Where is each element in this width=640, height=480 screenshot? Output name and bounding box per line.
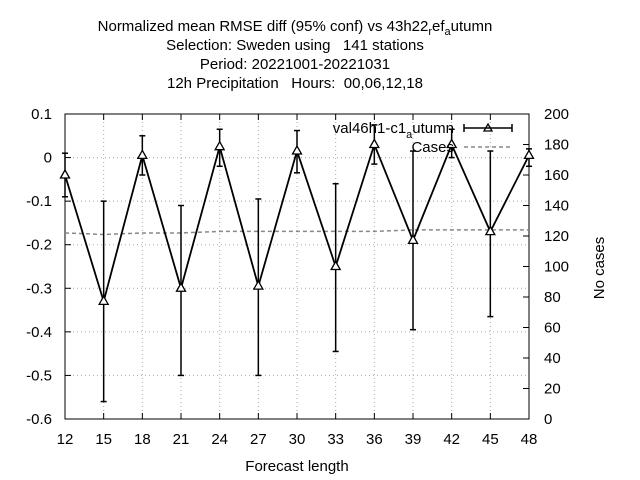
data-point-marker (98, 295, 110, 306)
y2-tick-label: 100 (544, 259, 569, 276)
y2-tick-label: 200 (544, 106, 569, 123)
y-tick-label: -0.3 (26, 280, 52, 297)
legend: val46h1-c1autumn Cases (333, 120, 513, 156)
x-tick-label: 42 (443, 431, 460, 448)
y-tick-label: 0.1 (31, 106, 52, 123)
y2-tick-label: 40 (544, 350, 561, 367)
data-point-marker (59, 168, 71, 179)
data-point-marker (252, 279, 264, 290)
x-tick-label: 27 (250, 431, 267, 448)
data-point-marker (446, 138, 458, 149)
x-tick-label: 12 (57, 431, 74, 448)
cases-line (64, 229, 529, 236)
y-tick-label: -0.4 (26, 324, 52, 341)
legend-label-series: val46h1-c1autumn (333, 120, 454, 141)
y-tick-label: 0 (44, 150, 52, 167)
x-tick-label: 21 (173, 431, 190, 448)
chart-subtitle-period: Period: 20221001-20221031 (199, 56, 391, 73)
data-point-marker (368, 138, 380, 149)
x-tick-label: 15 (95, 431, 112, 448)
chart-subtitle-parameter: 12h Precipitation Hours: 00,06,12,18 (167, 75, 423, 92)
data-point-marker (136, 149, 148, 160)
y2-tick-label: 0 (544, 411, 552, 428)
y2-tick-label: 20 (544, 381, 561, 398)
y-tick-label: -0.6 (26, 411, 52, 428)
y2-tick-label: 60 (544, 320, 561, 337)
x-tick-label: 33 (327, 431, 344, 448)
y-tick-label: -0.5 (26, 367, 52, 384)
y2-tick-label: 180 (544, 137, 569, 154)
data-point-marker (291, 144, 303, 155)
x-tick-label: 24 (211, 431, 228, 448)
x-axis-label: Forecast length (245, 458, 348, 475)
data-point-marker (407, 234, 419, 245)
y2-axis-label: No cases (591, 237, 608, 300)
y2-tick-label: 160 (544, 167, 569, 184)
y-tick-label: -0.1 (26, 193, 52, 210)
y-tick-label: -0.2 (26, 237, 52, 254)
chart-subtitle-selection: Selection: Sweden using 141 stations (166, 37, 424, 54)
x-tick-label: 30 (289, 431, 306, 448)
data-point-marker (484, 225, 496, 236)
x-tick-label: 39 (405, 431, 422, 448)
data-point-marker (214, 140, 226, 151)
x-tick-label: 48 (521, 431, 538, 448)
y2-tick-label: 80 (544, 289, 561, 306)
y2-tick-label: 140 (544, 198, 569, 215)
x-tick-label: 18 (134, 431, 151, 448)
data-point-marker (330, 260, 342, 271)
data-point-marker (175, 281, 187, 292)
y2-tick-label: 120 (544, 228, 569, 245)
legend-label-cases: Cases (411, 139, 454, 156)
data-point-marker (523, 149, 535, 160)
x-tick-label: 36 (366, 431, 383, 448)
chart-title: Normalized mean RMSE diff (95% conf) vs … (97, 18, 493, 38)
legend-marker-triangle (482, 122, 494, 132)
x-tick-label: 45 (482, 431, 499, 448)
